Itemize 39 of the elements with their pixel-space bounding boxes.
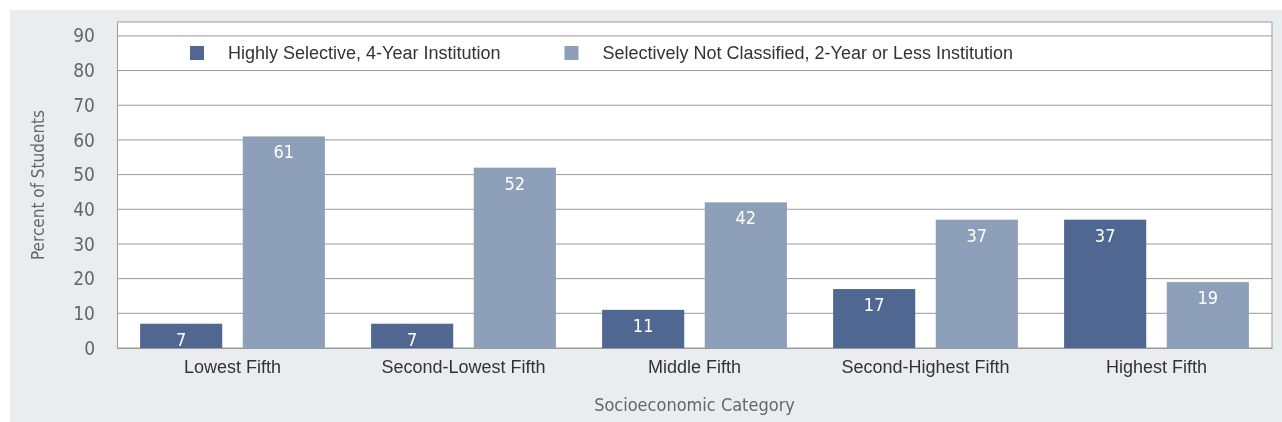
y-tick-label: 30 [73, 232, 95, 255]
y-tick-label: 80 [73, 59, 95, 82]
bar [242, 136, 325, 348]
x-tick-label: Lowest Fifth [183, 356, 282, 377]
x-tick-label: Middle Fifth [647, 356, 742, 377]
y-tick-label: 50 [73, 163, 95, 186]
data-label: 19 [1197, 287, 1219, 309]
x-tick-label: Highest Fifth [1105, 356, 1208, 377]
y-tick-label: 60 [73, 128, 95, 151]
bar [473, 167, 556, 348]
y-tick-label: 70 [73, 93, 95, 116]
data-label: 42 [735, 207, 757, 229]
data-label: 7 [407, 328, 418, 350]
y-tick-label: 0 [84, 336, 95, 359]
x-tick-label: Second-Highest Fifth [841, 356, 1010, 377]
x-axis-title: Socioeconomic Category [594, 394, 796, 415]
data-label: 37 [966, 224, 988, 246]
bar [371, 323, 454, 348]
bar [935, 219, 1018, 348]
bar [1166, 282, 1249, 348]
data-label: 11 [632, 314, 654, 336]
y-axis-title: Percent of Students [28, 109, 48, 261]
x-tick-label: Second-Lowest Fifth [381, 356, 546, 377]
y-tick-label: 10 [73, 301, 95, 324]
legend-label: Selectively Not Classified, 2-Year or Less Institution [602, 43, 1014, 63]
data-label: 61 [273, 141, 295, 163]
data-label: 17 [863, 294, 885, 316]
bar [140, 323, 223, 348]
bar [704, 202, 787, 348]
bar [833, 289, 916, 348]
bar [1064, 219, 1147, 348]
data-label: 7 [176, 328, 187, 350]
bar [602, 309, 685, 348]
y-tick-label: 40 [73, 197, 95, 220]
legend-label: Highly Selective, 4-Year Institution [228, 43, 501, 63]
y-tick-label: 20 [73, 267, 95, 290]
y-tick-label: 90 [73, 24, 95, 47]
data-label: 52 [504, 172, 526, 194]
data-label: 37 [1094, 224, 1116, 246]
